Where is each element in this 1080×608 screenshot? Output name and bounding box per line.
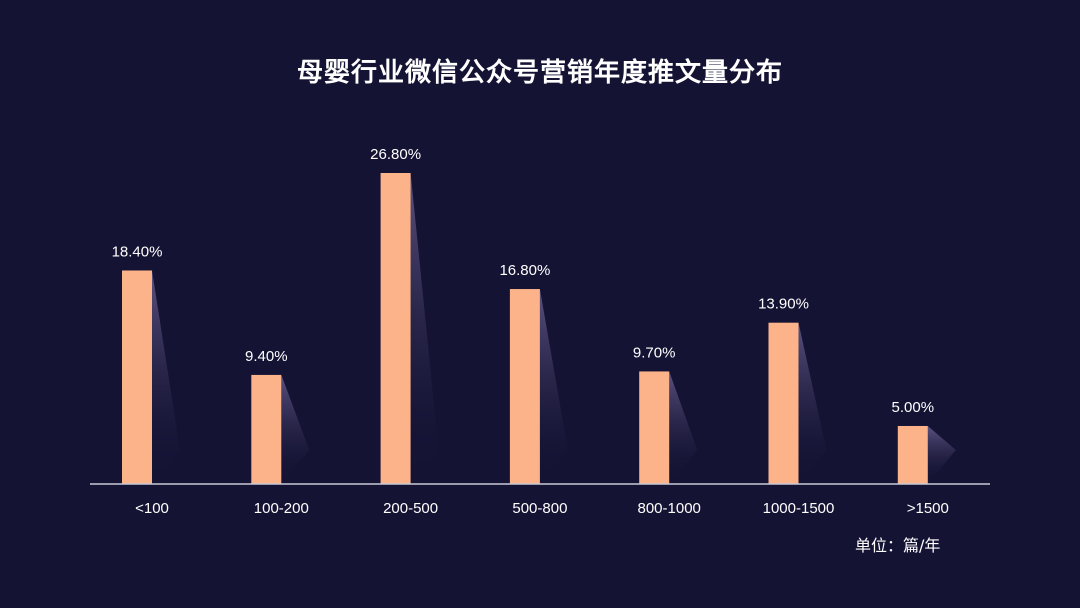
bar bbox=[639, 371, 670, 484]
bar-shadow bbox=[281, 374, 310, 484]
bar-value-label: 16.80% bbox=[499, 262, 550, 279]
bars bbox=[122, 173, 928, 484]
x-tick-label: <100 bbox=[135, 500, 169, 517]
bar bbox=[251, 374, 282, 484]
bar-shadows bbox=[152, 173, 956, 484]
bar-shadow bbox=[798, 322, 827, 484]
x-tick-labels: <100 100-200 200-500 500-800 800-1000 1000-15… bbox=[135, 500, 949, 517]
bar-value-label: 26.80% bbox=[370, 146, 421, 163]
bar bbox=[897, 425, 928, 484]
bar bbox=[122, 270, 152, 484]
value-labels: 18.40% 9.40% 26.80% 16.80% 9.70% 13.90% 5.00% bbox=[112, 146, 935, 416]
bar bbox=[768, 322, 799, 484]
bar-shadow bbox=[152, 270, 180, 484]
x-tick-label: >1500 bbox=[907, 500, 949, 517]
bar-value-label: 13.90% bbox=[758, 296, 809, 313]
x-tick-label: 200-500 bbox=[383, 500, 438, 517]
x-tick-label: 800-1000 bbox=[637, 500, 700, 517]
bar-value-label: 9.70% bbox=[633, 344, 676, 361]
bar-value-label: 9.40% bbox=[245, 348, 288, 365]
unit-label: 单位：篇/年 bbox=[855, 536, 941, 555]
bar-shadow bbox=[539, 289, 568, 484]
bar-shadow bbox=[410, 173, 439, 484]
chart-title: 母婴行业微信公众号营销年度推文量分布 bbox=[296, 58, 783, 88]
bar bbox=[509, 289, 540, 484]
x-tick-label: 100-200 bbox=[254, 500, 309, 517]
bar-shadow bbox=[927, 425, 956, 484]
x-tick-label: 1000-1500 bbox=[763, 500, 835, 517]
bar bbox=[380, 173, 411, 484]
bar-value-label: 5.00% bbox=[892, 399, 935, 416]
x-tick-label: 500-800 bbox=[512, 500, 567, 517]
bar-value-label: 18.40% bbox=[112, 243, 163, 260]
bar-shadow bbox=[669, 371, 698, 484]
